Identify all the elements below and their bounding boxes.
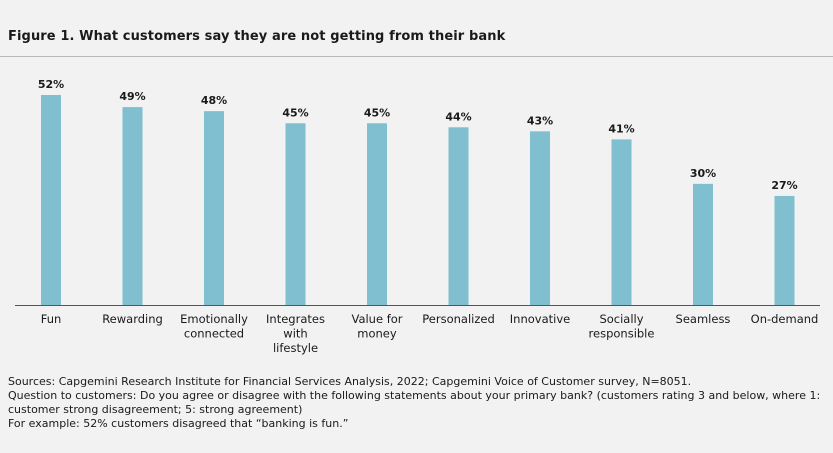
- bar-rewarding: [122, 107, 143, 305]
- bar-fun: [41, 95, 61, 305]
- bar-value-for-money: [367, 123, 387, 306]
- bar-personalized: [448, 127, 469, 305]
- bar-on-demand: [774, 195, 795, 305]
- bar-chart: 52% 49% 48% 45% 45% 44% 43% 41% 30% 27% Fun Reward…: [15, 78, 820, 355]
- category-label-value-for-money: Value for money: [351, 312, 402, 341]
- bar-integrates-with-lifestyle: [285, 123, 306, 306]
- category-label-personalized: Personalized: [422, 312, 495, 326]
- category-label-innovative: Innovative: [510, 312, 570, 326]
- value-label-value-for-money: 45%: [364, 106, 390, 119]
- bars-group: [41, 95, 795, 306]
- question-note: Question to customers: Do you agree or d…: [8, 389, 821, 416]
- value-label-personalized: 44%: [445, 110, 471, 123]
- value-label-on-demand: 27%: [771, 179, 797, 192]
- category-label-rewarding: Rewarding: [102, 312, 163, 326]
- bar-socially-responsible: [611, 139, 632, 305]
- example-note: For example: 52% customers disagreed tha…: [8, 417, 349, 430]
- category-labels-group: Fun Rewarding Emotionally connected Integrat…: [41, 312, 819, 355]
- chart-title: Figure 1. What customers say they are no…: [8, 29, 506, 44]
- category-label-emotionally-connected: Emotionally connected: [180, 312, 248, 341]
- bar-seamless: [693, 183, 713, 305]
- value-label-rewarding: 49%: [119, 90, 145, 103]
- category-label-fun: Fun: [41, 312, 62, 326]
- title-divider: [0, 56, 833, 57]
- value-label-integrates-with-lifestyle: 45%: [282, 106, 308, 119]
- category-label-seamless: Seamless: [676, 312, 731, 326]
- value-label-fun: 52%: [38, 78, 64, 91]
- value-label-seamless: 30%: [690, 167, 716, 180]
- bar-emotionally-connected: [204, 111, 224, 306]
- footnotes: Sources: Capgemini Research Institute fo…: [8, 375, 828, 431]
- sources-note: Sources: Capgemini Research Institute fo…: [8, 375, 692, 388]
- value-label-emotionally-connected: 48%: [201, 94, 227, 107]
- category-label-on-demand: On-demand: [751, 312, 819, 326]
- category-label-integrates-with-lifestyle: Integrates with lifestyle: [266, 312, 325, 355]
- value-label-innovative: 43%: [527, 114, 553, 127]
- bar-innovative: [530, 131, 550, 305]
- category-label-socially-responsible: Socially responsible: [589, 312, 655, 341]
- value-labels-group: 52% 49% 48% 45% 45% 44% 43% 41% 30% 27%: [38, 78, 798, 192]
- value-label-socially-responsible: 41%: [608, 122, 634, 135]
